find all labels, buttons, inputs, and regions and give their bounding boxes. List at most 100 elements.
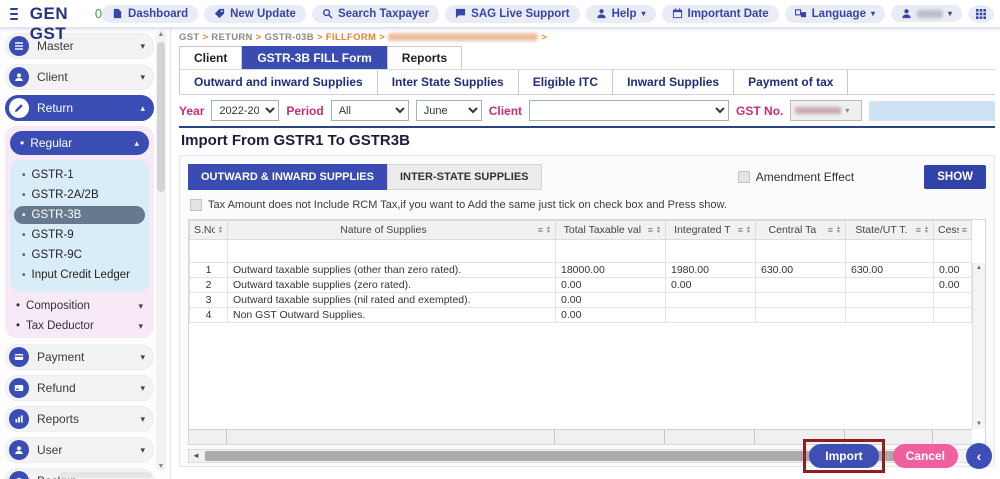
tab-gstr3b-fill-form[interactable]: GSTR-3B FILL Form	[242, 46, 387, 69]
sidebar: Master ▾ Client ▾ Return ▴ • Regular ▴ •	[0, 28, 170, 479]
sort-icon[interactable]: ▲ ▼	[546, 225, 551, 235]
year-select[interactable]: 2022-2023	[211, 100, 280, 121]
apps-grid-button[interactable]	[968, 4, 994, 23]
table-row[interactable]: 3 Outward taxable supplies (nil rated an…	[189, 292, 972, 308]
show-button[interactable]: SHOW	[924, 165, 986, 189]
sidebar-scrollbar[interactable]: ▲ ▼	[156, 30, 166, 471]
cancel-button[interactable]: Cancel	[892, 444, 958, 468]
tag-icon	[215, 8, 225, 19]
sidebar-item-regular[interactable]: • Regular ▴	[10, 131, 149, 155]
chevron-down-icon: ▾	[138, 320, 143, 331]
sidebar-item-payment[interactable]: Payment ▾	[5, 344, 154, 370]
subtab-bar: Outward and inward Supplies Inter State …	[179, 69, 995, 95]
sidebar-item-gstr-9[interactable]: • GSTR-9	[22, 229, 74, 241]
column-menu-icon[interactable]: ≡	[827, 225, 834, 235]
table-vertical-scrollbar[interactable]: ▲ ▼	[972, 263, 985, 429]
column-header-sno[interactable]: S.No.▲▼	[189, 220, 228, 240]
sort-icon[interactable]: ▲ ▼	[746, 225, 751, 235]
sidebar-item-user[interactable]: User ▾	[5, 437, 154, 463]
top-nav: Dashboard New Update Search Taxpayer SAG…	[102, 4, 994, 23]
sidebar-item-composition[interactable]: • Composition ▾	[16, 300, 143, 312]
subtab-outward-inward-supplies[interactable]: Outward and inward Supplies	[179, 70, 378, 94]
master-list-icon	[9, 36, 29, 56]
calendar-icon	[672, 8, 682, 19]
column-menu-icon[interactable]: ≡	[537, 225, 544, 235]
scroll-down-icon[interactable]: ▼	[157, 463, 165, 470]
amendment-effect-label: Amendment Effect	[755, 170, 855, 184]
column-header-nature[interactable]: Nature of Supplies ≡ ▲ ▼	[227, 220, 556, 240]
sort-icon[interactable]: ▲ ▼	[836, 225, 841, 235]
month-select[interactable]: June	[415, 100, 482, 121]
sort-icon[interactable]: ▲ ▼	[924, 225, 929, 235]
dashboard-button[interactable]: Dashboard	[102, 4, 199, 23]
sidebar-item-gstr-1[interactable]: • GSTR-1	[22, 169, 74, 181]
sort-icon[interactable]: ▲ ▼	[656, 225, 661, 235]
sidebar-horizontal-scrollbar[interactable]	[60, 472, 152, 478]
table-header-row: S.No.▲▼ Nature of Supplies≡▲▼ Total Taxa…	[189, 220, 972, 240]
language-menu[interactable]: Language ▾	[784, 4, 885, 23]
sidebar-item-gstr-2a2b[interactable]: • GSTR-2A/2B	[22, 189, 99, 201]
outward-inward-supplies-button[interactable]: OUTWARD & INWARD SUPPLIES	[188, 164, 387, 190]
new-update-button[interactable]: New Update	[204, 4, 306, 23]
scroll-up-icon[interactable]: ▲	[976, 265, 982, 271]
scroll-down-icon[interactable]: ▼	[976, 421, 982, 427]
document-icon	[113, 8, 122, 19]
column-menu-icon[interactable]: ≡	[737, 225, 744, 235]
column-header-total-taxable[interactable]: Total Taxable val ≡ ▲ ▼	[555, 220, 666, 240]
breadcrumb-gstr03b[interactable]: GSTR-03B	[264, 32, 314, 43]
column-header-stateut[interactable]: State/UT T. ≡ ▲ ▼	[845, 220, 934, 240]
chevron-down-icon: ▾	[140, 382, 145, 393]
sidebar-item-input-credit-ledger[interactable]: • Input Credit Ledger	[22, 269, 130, 281]
scroll-left-icon[interactable]: ◄	[192, 451, 200, 460]
subtab-payment-of-tax[interactable]: Payment of tax	[734, 70, 849, 94]
sidebar-item-return[interactable]: Return ▴	[5, 95, 154, 121]
sidebar-item-client[interactable]: Client ▾	[5, 64, 154, 90]
tab-reports[interactable]: Reports	[386, 46, 463, 69]
column-header-cess[interactable]: Cess≡	[933, 220, 972, 240]
sidebar-item-master[interactable]: Master ▾	[5, 33, 154, 59]
import-panel: OUTWARD & INWARD SUPPLIES INTER-STATE SU…	[179, 155, 995, 467]
subtab-inter-state-supplies[interactable]: Inter State Supplies	[378, 70, 519, 94]
scrollbar-thumb[interactable]	[205, 451, 945, 461]
breadcrumb-return[interactable]: RETURN	[211, 32, 253, 43]
breadcrumb-gst[interactable]: GST	[179, 32, 200, 43]
help-menu[interactable]: Help ▾	[585, 4, 656, 23]
column-menu-icon[interactable]: ≡	[647, 225, 654, 235]
inter-state-supplies-button[interactable]: INTER-STATE SUPPLIES	[386, 164, 542, 190]
table-row[interactable]: 2 Outward taxable supplies (zero rated).…	[189, 277, 972, 293]
hamburger-menu-icon[interactable]	[10, 7, 18, 20]
sidebar-item-gstr-9c[interactable]: • GSTR-9C	[22, 249, 82, 261]
sidebar-item-gstr-3b[interactable]: • GSTR-3B	[14, 206, 145, 224]
gst-no-field[interactable]: ▾	[790, 100, 863, 121]
column-menu-icon[interactable]: ≡	[915, 225, 922, 235]
user-menu[interactable]: ▾	[890, 5, 962, 22]
tab-client[interactable]: Client	[179, 46, 243, 69]
column-header-integrated[interactable]: Integrated T ≡ ▲ ▼	[665, 220, 756, 240]
important-date-button[interactable]: Important Date	[661, 4, 779, 23]
subtab-inward-supplies[interactable]: Inward Supplies	[613, 70, 735, 94]
chevron-down-icon: ▾	[641, 9, 646, 18]
breadcrumb-fillform[interactable]: FILLFORM	[325, 32, 377, 43]
refund-card-icon	[9, 378, 29, 398]
sag-live-support-button[interactable]: SAG Live Support	[445, 4, 580, 23]
scrollbar-thumb[interactable]	[157, 42, 165, 192]
period-select[interactable]: All	[330, 100, 409, 121]
client-select[interactable]	[529, 100, 730, 121]
payment-card-icon	[9, 347, 29, 367]
sidebar-item-refund[interactable]: Refund ▾	[5, 375, 154, 401]
sidebar-item-reports[interactable]: Reports ▾	[5, 406, 154, 432]
rcm-checkbox[interactable]	[190, 199, 202, 211]
subtab-eligible-itc[interactable]: Eligible ITC	[519, 70, 614, 94]
column-header-central[interactable]: Central Ta ≡ ▲ ▼	[755, 220, 846, 240]
user-person-icon	[9, 440, 29, 460]
collapse-panel-button[interactable]: ‹	[966, 443, 992, 469]
table-row[interactable]: 1 Outward taxable supplies (other than z…	[189, 262, 972, 278]
sort-icon[interactable]: ▲ ▼	[218, 225, 223, 235]
import-button[interactable]: Import	[809, 444, 879, 468]
table-row[interactable]: 4 Non GST Outward Supplies. 0.00	[189, 307, 972, 323]
amendment-effect-checkbox[interactable]	[737, 171, 750, 183]
search-taxpayer-button[interactable]: Search Taxpayer	[311, 4, 440, 23]
sidebar-item-tax-deductor[interactable]: • Tax Deductor ▾	[16, 320, 143, 332]
scroll-up-icon[interactable]: ▲	[157, 31, 165, 38]
column-menu-icon[interactable]: ≡	[961, 225, 967, 235]
